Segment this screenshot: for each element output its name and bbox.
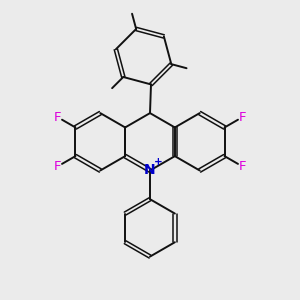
Text: F: F — [239, 111, 246, 124]
Text: F: F — [54, 111, 61, 124]
Text: F: F — [54, 160, 61, 173]
Text: N: N — [144, 164, 156, 178]
Text: F: F — [239, 160, 246, 173]
Text: +: + — [154, 158, 163, 167]
